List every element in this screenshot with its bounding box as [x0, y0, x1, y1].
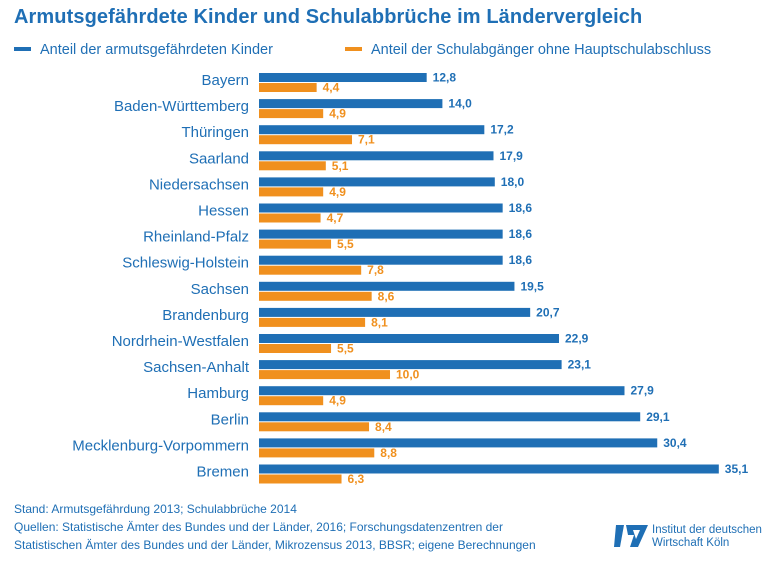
bar-schulabgaenger [259, 422, 370, 432]
logo-text: Institut der deutschen Wirtschaft Köln [652, 524, 762, 550]
bar-armutsgefaehrdet [259, 464, 719, 474]
category-label: Schleswig-Holstein [122, 255, 249, 272]
bar-schulabgaenger [259, 161, 326, 171]
value-label-armutsgefaehrdet: 18,6 [509, 253, 533, 267]
bar-armutsgefaehrdet [259, 255, 503, 265]
bar-armutsgefaehrdet [259, 151, 494, 161]
logo-line1: Institut der deutschen [652, 524, 762, 536]
bar-schulabgaenger [259, 187, 324, 197]
category-label: Brandenburg [162, 307, 249, 324]
value-label-armutsgefaehrdet: 35,1 [725, 462, 749, 476]
value-label-schulabgaenger: 6,3 [348, 472, 365, 486]
value-label-schulabgaenger: 8,4 [375, 420, 392, 434]
value-label-armutsgefaehrdet: 14,0 [448, 97, 472, 111]
bar-schulabgaenger [259, 344, 332, 353]
category-label: Baden-Württemberg [114, 98, 249, 115]
value-label-armutsgefaehrdet: 12,8 [433, 71, 457, 85]
value-label-armutsgefaehrdet: 20,7 [536, 305, 560, 319]
legend-label-kinder: Anteil der armutsgefährdeten Kinder [40, 42, 273, 58]
category-label: Bayern [201, 72, 249, 89]
value-label-schulabgaenger: 4,9 [329, 394, 346, 408]
bar-armutsgefaehrdet [259, 386, 625, 396]
category-label: Saarland [189, 150, 249, 167]
bar-armutsgefaehrdet [259, 281, 515, 291]
bar-schulabgaenger [259, 291, 372, 301]
legend-item-kinder: Anteil der armutsgefährdeten Kinder [14, 42, 273, 58]
category-label: Rheinland-Pfalz [143, 229, 249, 246]
bar-schulabgaenger [259, 448, 375, 458]
bar-schulabgaenger [259, 109, 324, 119]
bar-chart: Bayern 12,8 4,4 Baden-Württemberg 14,0 4,9 Thü… [72, 71, 749, 487]
logo-line2: Wirtschaft Köln [652, 537, 730, 549]
legend-swatch-blue [14, 47, 31, 52]
bar-schulabgaenger [259, 370, 390, 380]
value-label-schulabgaenger: 8,1 [371, 315, 388, 329]
bar-armutsgefaehrdet [259, 438, 658, 448]
bar-schulabgaenger [259, 474, 342, 484]
legend-swatch-orange [345, 47, 362, 52]
value-label-armutsgefaehrdet: 19,5 [520, 279, 544, 293]
bar-schulabgaenger [259, 83, 317, 92]
category-label: Sachsen [191, 281, 249, 298]
value-label-armutsgefaehrdet: 27,9 [630, 384, 654, 398]
value-label-armutsgefaehrdet: 22,9 [565, 332, 589, 346]
category-label: Bremen [196, 464, 249, 481]
bar-armutsgefaehrdet [259, 73, 427, 82]
bar-armutsgefaehrdet [259, 229, 503, 239]
legend-item-schulabgaenger: Anteil der Schulabgänger ohne Hauptschul… [345, 42, 711, 58]
bar-armutsgefaehrdet [259, 412, 641, 422]
value-label-schulabgaenger: 4,4 [323, 81, 340, 95]
bar-armutsgefaehrdet [259, 99, 443, 109]
footer-quellen-line1: Quellen: Statistische Ämter des Bundes u… [14, 520, 503, 534]
legend-label-schulabgaenger: Anteil der Schulabgänger ohne Hauptschul… [371, 42, 712, 58]
category-label: Berlin [211, 411, 249, 428]
category-label: Nordrhein-Westfalen [112, 333, 249, 350]
value-label-schulabgaenger: 10,0 [396, 368, 420, 382]
value-label-armutsgefaehrdet: 17,9 [499, 149, 523, 163]
category-label: Hamburg [187, 385, 249, 402]
bar-armutsgefaehrdet [259, 307, 531, 317]
value-label-schulabgaenger: 4,7 [327, 211, 344, 225]
category-label: Sachsen-Anhalt [143, 359, 250, 376]
iw-logo-icon [614, 525, 648, 547]
value-label-armutsgefaehrdet: 18,6 [509, 227, 533, 241]
bar-schulabgaenger [259, 396, 324, 406]
bar-schulabgaenger [259, 317, 366, 327]
value-label-schulabgaenger: 5,1 [332, 159, 349, 173]
footer-quellen-line2: Statistischen Ämter des Bundes und der L… [14, 538, 536, 552]
value-label-schulabgaenger: 7,8 [367, 263, 384, 277]
value-label-schulabgaenger: 5,5 [337, 342, 354, 356]
value-label-armutsgefaehrdet: 23,1 [568, 358, 592, 372]
category-label: Mecklenburg-Vorpommern [72, 437, 249, 454]
value-label-armutsgefaehrdet: 29,1 [646, 410, 670, 424]
category-label: Thüringen [181, 124, 249, 141]
bar-armutsgefaehrdet [259, 125, 485, 135]
category-label: Niedersachsen [149, 176, 249, 193]
category-label: Hessen [198, 203, 249, 220]
value-label-schulabgaenger: 8,8 [380, 446, 397, 460]
bar-armutsgefaehrdet [259, 203, 503, 213]
value-label-schulabgaenger: 7,1 [358, 133, 375, 147]
bar-armutsgefaehrdet [259, 360, 562, 370]
footer-stand: Stand: Armutsgefährdung 2013; Schulabbrü… [14, 502, 297, 516]
value-label-schulabgaenger: 4,9 [329, 107, 346, 121]
value-label-armutsgefaehrdet: 18,0 [501, 175, 525, 189]
value-label-armutsgefaehrdet: 18,6 [509, 201, 533, 215]
value-label-schulabgaenger: 8,6 [378, 289, 395, 303]
bar-armutsgefaehrdet [259, 177, 495, 187]
value-label-schulabgaenger: 4,9 [329, 185, 346, 199]
value-label-armutsgefaehrdet: 17,2 [490, 123, 514, 137]
bar-schulabgaenger [259, 213, 321, 223]
value-label-armutsgefaehrdet: 30,4 [663, 436, 687, 450]
bar-schulabgaenger [259, 265, 362, 275]
bar-armutsgefaehrdet [259, 334, 559, 343]
bar-schulabgaenger [259, 135, 353, 145]
chart-title: Armutsgefährdete Kinder und Schulabbrüch… [14, 6, 643, 28]
value-label-schulabgaenger: 5,5 [337, 237, 354, 251]
bar-schulabgaenger [259, 239, 332, 249]
